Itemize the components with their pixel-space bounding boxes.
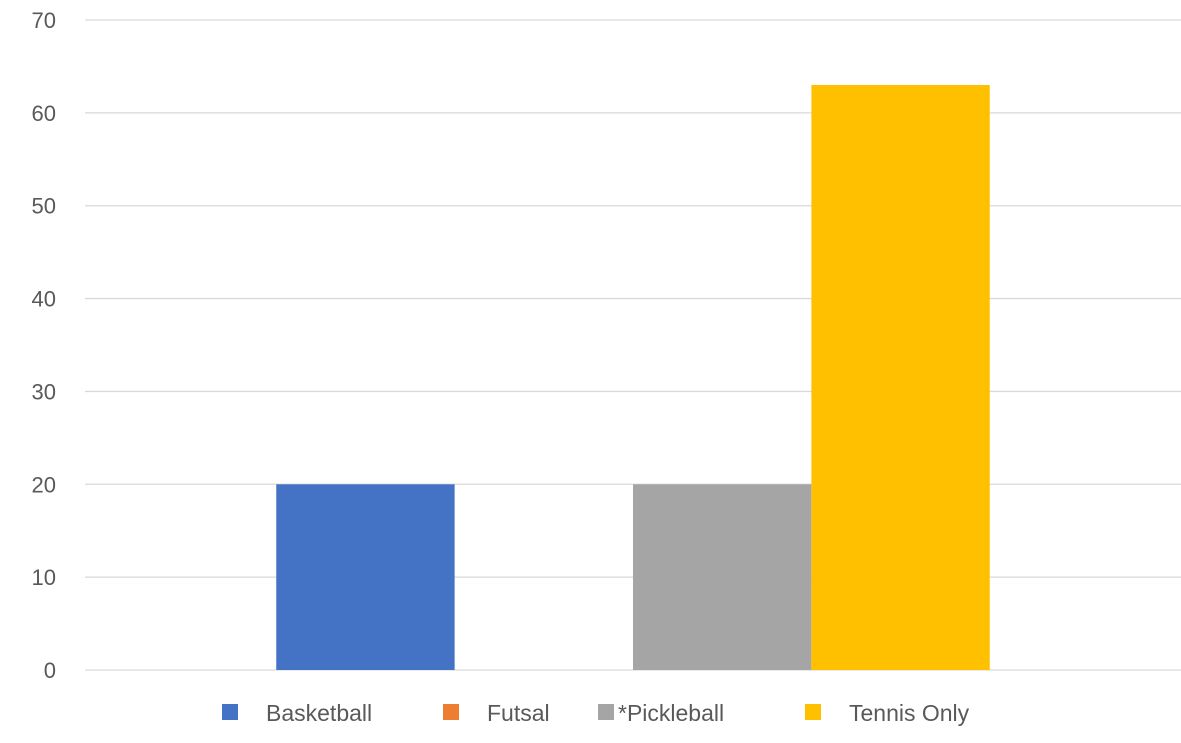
y-tick-label: 40: [32, 287, 56, 312]
y-tick-label: 70: [32, 8, 56, 33]
legend-swatch-tennis-only: [805, 704, 821, 720]
bar-pickleball: [633, 484, 812, 670]
bars: [276, 85, 990, 670]
legend-swatch-pickleball: [598, 704, 614, 720]
legend-label-tennis-only: Tennis Only: [849, 700, 970, 726]
y-tick-label: 30: [32, 379, 56, 404]
bar-tennis-only: [811, 85, 990, 670]
y-tick-label: 0: [44, 658, 56, 683]
legend: Basketball Futsal *Pickleball Tennis Only: [222, 700, 970, 726]
y-axis-tick-labels: 0 10 20 30 40 50 60 70: [32, 8, 56, 683]
legend-swatch-basketball: [222, 704, 238, 720]
legend-label-futsal: Futsal: [487, 700, 550, 726]
y-tick-label: 50: [32, 194, 56, 219]
y-tick-label: 10: [32, 565, 56, 590]
legend-label-basketball: Basketball: [266, 700, 372, 726]
bar-basketball: [276, 484, 455, 670]
legend-swatch-futsal: [443, 704, 459, 720]
y-tick-label: 60: [32, 101, 56, 126]
y-tick-label: 20: [32, 472, 56, 497]
legend-label-pickleball: *Pickleball: [618, 700, 724, 726]
